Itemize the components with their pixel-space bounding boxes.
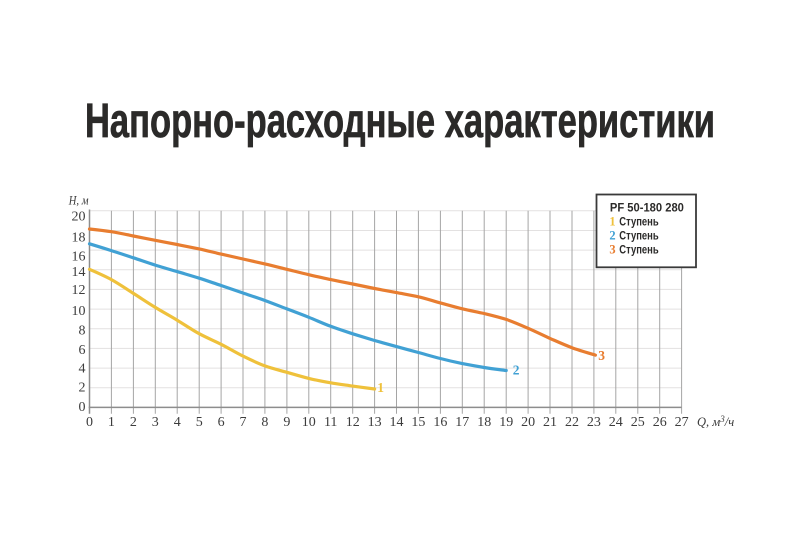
svg-text:3: 3 bbox=[609, 243, 615, 257]
svg-text:Ступень: Ступень bbox=[619, 245, 658, 257]
svg-text:21: 21 bbox=[543, 415, 557, 430]
svg-text:Ступень: Ступень bbox=[619, 216, 658, 228]
svg-text:1: 1 bbox=[377, 380, 384, 395]
svg-text:2: 2 bbox=[79, 380, 86, 395]
svg-text:Ступень: Ступень bbox=[619, 231, 658, 243]
svg-text:20: 20 bbox=[72, 209, 86, 224]
svg-text:10: 10 bbox=[72, 304, 86, 319]
svg-text:14: 14 bbox=[390, 415, 404, 430]
svg-text:0: 0 bbox=[86, 415, 93, 430]
svg-text:9: 9 bbox=[283, 415, 290, 430]
svg-text:12: 12 bbox=[346, 415, 360, 430]
svg-text:1: 1 bbox=[609, 214, 615, 228]
svg-text:10: 10 bbox=[302, 415, 316, 430]
svg-text:4: 4 bbox=[174, 415, 181, 430]
svg-text:18: 18 bbox=[72, 230, 86, 245]
svg-text:27: 27 bbox=[675, 415, 689, 430]
svg-text:3: 3 bbox=[152, 415, 159, 430]
svg-text:2: 2 bbox=[130, 415, 137, 430]
svg-text:13: 13 bbox=[368, 415, 382, 430]
svg-text:7: 7 bbox=[240, 415, 247, 430]
svg-text:4: 4 bbox=[79, 362, 86, 377]
svg-text:3: 3 bbox=[598, 348, 605, 363]
svg-text:8: 8 bbox=[79, 324, 86, 339]
svg-text:25: 25 bbox=[631, 415, 645, 430]
svg-text:16: 16 bbox=[72, 250, 86, 265]
svg-text:16: 16 bbox=[433, 415, 447, 430]
svg-text:18: 18 bbox=[477, 415, 491, 430]
svg-text:0: 0 bbox=[79, 400, 86, 415]
svg-text:PF 50-180 280: PF 50-180 280 bbox=[610, 201, 684, 215]
svg-text:8: 8 bbox=[261, 415, 268, 430]
svg-text:Напорно-расходные характеристи: Напорно-расходные характеристики bbox=[85, 95, 715, 148]
svg-text:11: 11 bbox=[324, 415, 337, 430]
svg-text:17: 17 bbox=[455, 415, 469, 430]
svg-text:14: 14 bbox=[72, 265, 86, 280]
svg-text:1: 1 bbox=[108, 415, 115, 430]
svg-text:2: 2 bbox=[513, 363, 520, 378]
svg-text:20: 20 bbox=[521, 415, 535, 430]
svg-text:Q, м3/ч: Q, м3/ч bbox=[697, 414, 734, 429]
svg-text:H, м: H, м bbox=[68, 193, 89, 207]
svg-text:22: 22 bbox=[565, 415, 579, 430]
svg-text:2: 2 bbox=[609, 229, 615, 243]
svg-text:24: 24 bbox=[609, 415, 623, 430]
svg-text:26: 26 bbox=[653, 415, 667, 430]
svg-text:23: 23 bbox=[587, 415, 601, 430]
svg-text:6: 6 bbox=[218, 415, 225, 430]
svg-text:12: 12 bbox=[72, 283, 86, 298]
svg-text:5: 5 bbox=[196, 415, 203, 430]
svg-text:19: 19 bbox=[499, 415, 513, 430]
svg-text:6: 6 bbox=[79, 343, 86, 358]
svg-text:15: 15 bbox=[411, 415, 425, 430]
